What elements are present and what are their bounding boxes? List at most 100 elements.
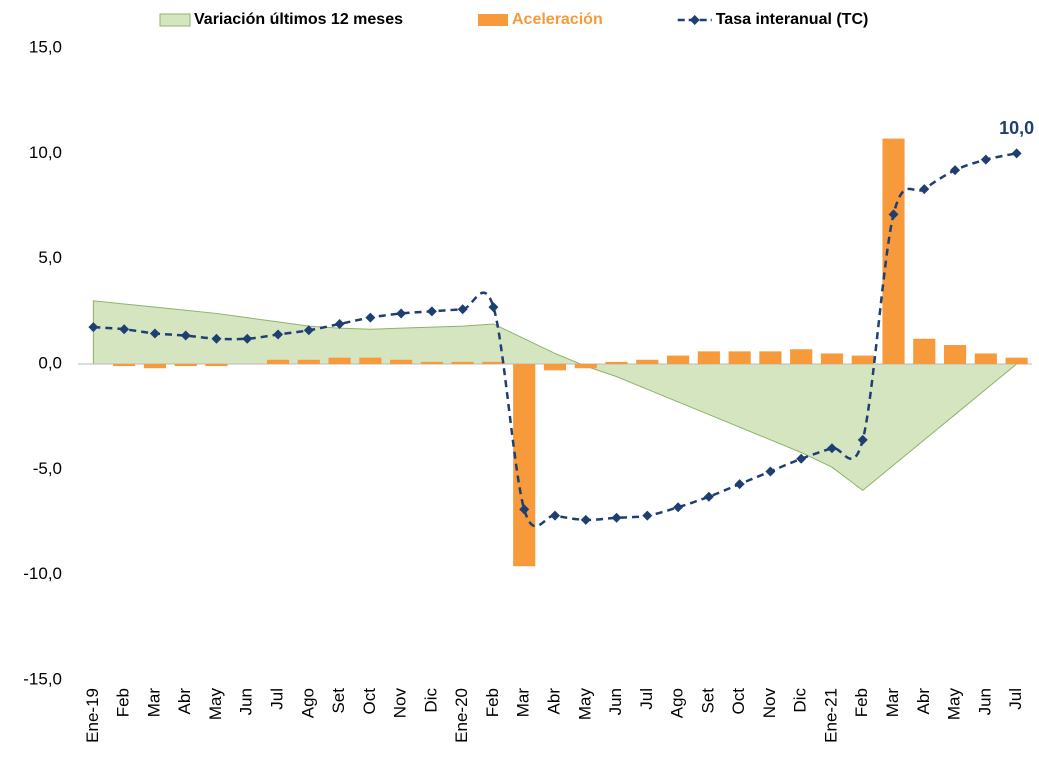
bar [882,138,905,364]
x-tick-label: Dic [421,688,440,713]
marker [303,325,314,336]
y-tick-label: -10,0 [23,564,62,583]
x-tick-label: Ene-20 [452,688,471,743]
x-tick-label: Ago [668,688,687,718]
bar [728,351,751,364]
marker [857,434,868,445]
x-tick-label: Jun [975,688,994,715]
bar [451,361,474,364]
x-tick-label: May [206,688,225,721]
marker [88,322,99,333]
y-tick-label: -15,0 [23,669,62,688]
marker [673,502,684,513]
bar [697,351,720,364]
bar [943,345,967,364]
legend-swatch [478,14,508,26]
bar [820,353,844,364]
marker [1011,148,1022,159]
marker [365,312,376,323]
x-tick-label: Jun [606,688,625,715]
marker [519,504,530,515]
legend-marker [689,15,700,25]
bar [113,364,136,367]
x-tick-label: Feb [852,688,871,717]
legend-label: Aceleración [512,11,603,28]
marker [242,333,253,344]
x-tick-label: Feb [114,688,133,717]
marker [580,514,591,525]
legend-label: Variación últimos 12 meses [194,11,403,28]
bar [143,364,167,369]
bar [1005,357,1028,364]
data-label: 10,0 [999,118,1034,138]
y-tick-label: 5,0 [38,248,62,267]
marker [765,466,776,477]
x-tick-label: Mar [883,688,902,718]
x-tick-label: Abr [544,688,563,715]
bar [605,361,628,364]
bar [297,359,320,364]
bar [913,338,936,364]
marker [119,324,130,335]
marker [211,333,222,344]
marker [980,154,991,165]
area [92,300,1019,492]
y-tick-label: 0,0 [38,353,62,372]
bar [390,359,413,364]
marker [149,328,160,339]
marker [180,330,191,341]
y-tick-label: 15,0 [29,37,62,56]
marker [888,209,899,220]
marker [334,318,345,329]
x-tick-label: Jul [637,688,656,710]
x-tick-label: May [945,688,964,721]
marker [611,512,622,523]
x-tick-label: Ene-21 [821,688,840,743]
legend-label: Tasa interanual (TC) [716,11,869,28]
x-tick-label: Jul [268,688,287,710]
marker [796,453,807,464]
bar [205,364,228,367]
x-tick-label: Abr [175,688,194,715]
x-tick-label: Mar [514,688,533,718]
marker [426,306,437,317]
bar [851,355,874,364]
marker [919,184,930,195]
bar [759,351,782,364]
x-tick-label: Nov [760,688,779,719]
x-tick-label: May [575,688,594,721]
marker [457,304,468,315]
x-tick-label: Set [698,688,717,714]
x-tick-label: Mar [144,688,163,718]
x-tick-label: Abr [914,688,933,715]
y-tick-label: 10,0 [29,143,62,162]
bar [513,364,536,567]
marker [734,479,745,490]
x-tick-label: Jul [1006,688,1025,710]
bar [328,357,351,364]
legend-swatch [159,13,191,27]
bar [420,361,443,364]
bar [790,349,813,364]
bar [266,359,290,364]
bar [482,361,505,364]
bar [574,364,597,369]
x-tick-label: Jun [237,688,256,715]
x-tick-label: Ago [298,688,317,718]
marker [950,165,961,176]
bar [543,364,567,371]
marker [826,443,837,454]
x-tick-label: Nov [391,688,410,719]
bar [667,355,690,364]
x-tick-label: Dic [791,688,810,713]
marker [273,329,284,340]
marker [488,302,499,313]
marker [642,510,653,521]
bar [174,364,197,367]
x-tick-label: Ene-19 [83,688,102,743]
x-tick-label: Oct [360,688,379,715]
marker [550,510,560,521]
bar [974,353,997,364]
y-tick-label: -5,0 [33,459,62,478]
marker [396,308,407,319]
